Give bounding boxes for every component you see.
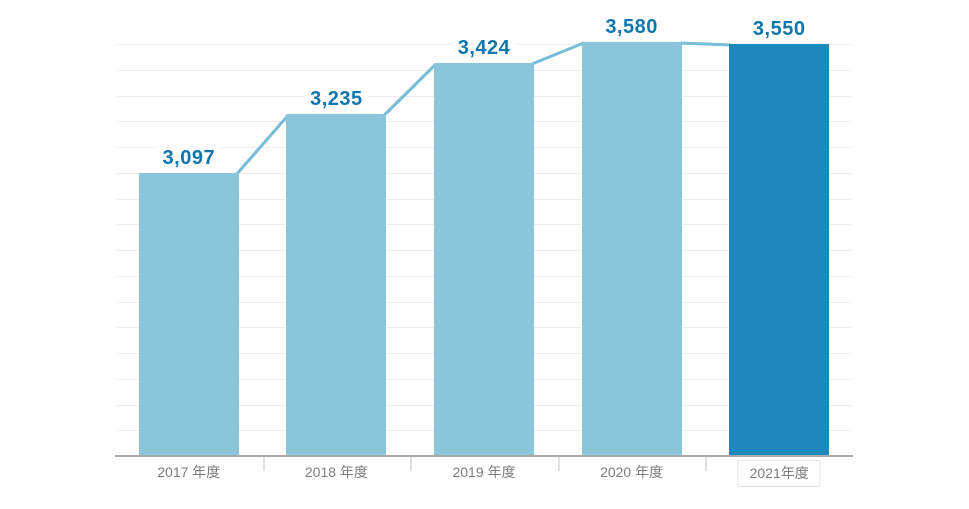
bar-2021 [729,44,830,457]
value-label-2020: 3,580 [599,16,664,38]
trend-line-segment [679,41,732,47]
value-label-2019: 3,424 [451,37,517,59]
category-label-2020: 2020 年度 [600,464,664,480]
category-label-2017: 2017 年度 [157,464,221,480]
x-axis-line [115,455,853,457]
value-label-2021: 3,550 [746,18,812,40]
bar-2017 [138,173,239,457]
bar-2020 [581,42,682,457]
category-label-2021: 2021年度 [737,460,821,487]
trend-line-segment [531,41,585,66]
value-label-2017: 3,097 [156,147,222,169]
trend-line-segment [383,62,438,117]
category-label-2018: 2018 年度 [304,464,368,480]
axis-tick [705,457,708,471]
bar-2019 [434,63,534,457]
value-label-2018: 3,235 [304,88,369,110]
category-label-2019: 2019 年度 [452,464,516,480]
bar-2018 [286,114,387,457]
trend-line-segment [235,114,290,175]
axis-tick [410,457,413,471]
axis-tick [557,457,560,471]
axis-tick [262,457,265,471]
